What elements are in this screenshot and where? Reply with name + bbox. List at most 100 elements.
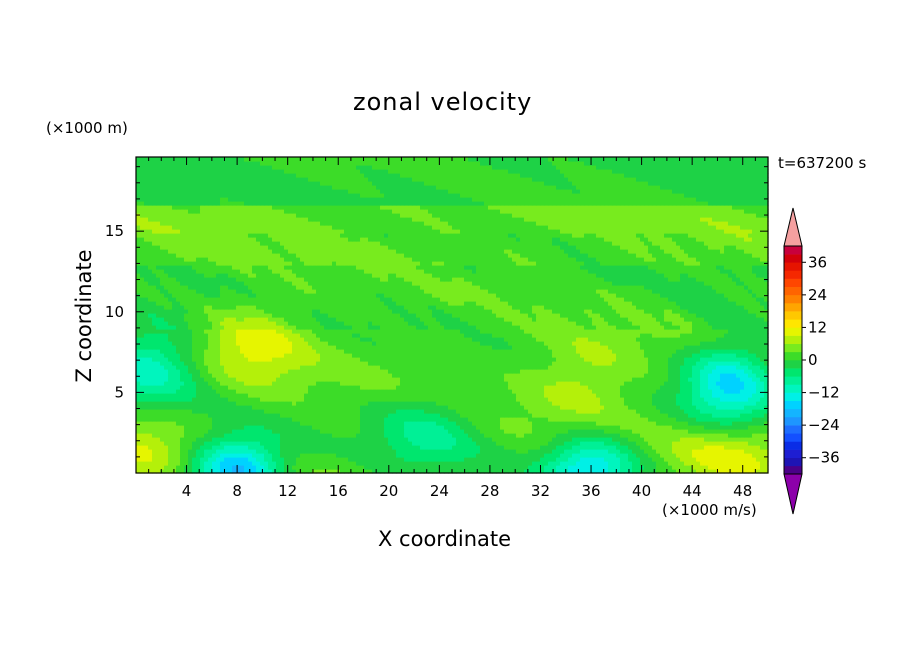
field-cell (396, 409, 401, 414)
field-cell (636, 409, 641, 414)
field-cell (716, 437, 721, 442)
field-cell (516, 401, 521, 406)
field-cell (192, 425, 197, 430)
field-cell (308, 389, 313, 394)
field-cell (412, 377, 417, 382)
field-cell (512, 437, 517, 442)
field-cell (584, 401, 589, 406)
field-cell (532, 369, 537, 374)
field-cell (524, 457, 529, 462)
field-cell (352, 369, 357, 374)
field-cell (660, 417, 665, 422)
field-cell (656, 449, 661, 454)
field-cell (224, 465, 229, 470)
field-cell (152, 357, 157, 362)
field-cell (588, 469, 593, 474)
field-cell (596, 409, 601, 414)
field-cell (632, 449, 637, 454)
field-cell (448, 461, 453, 466)
field-cell (600, 349, 605, 354)
field-cell (264, 465, 269, 470)
field-cell (276, 385, 281, 390)
field-cell (736, 445, 741, 450)
field-cell (348, 381, 353, 386)
field-cell (552, 453, 557, 458)
field-cell (648, 393, 653, 398)
field-cell (248, 373, 253, 378)
field-cell (600, 369, 605, 374)
field-cell (564, 357, 569, 362)
field-cell (440, 457, 445, 462)
field-cell (272, 433, 277, 438)
field-cell (480, 353, 485, 358)
field-cell (568, 357, 573, 362)
field-cell (528, 361, 533, 366)
field-cell (744, 433, 749, 438)
field-cell (692, 409, 697, 414)
field-cell (596, 381, 601, 386)
field-cell (360, 373, 365, 378)
field-cell (508, 377, 513, 382)
field-cell (236, 409, 241, 414)
field-cell (444, 349, 449, 354)
field-cell (332, 457, 337, 462)
field-cell (568, 433, 573, 438)
field-cell (708, 413, 713, 418)
field-cell (732, 401, 737, 406)
field-cell (716, 409, 721, 414)
field-cell (680, 457, 685, 462)
field-cell (156, 437, 161, 442)
field-cell (336, 457, 341, 462)
field-cell (220, 389, 225, 394)
field-cell (624, 361, 629, 366)
field-cell (588, 421, 593, 426)
field-cell (712, 365, 717, 370)
field-cell (188, 409, 193, 414)
field-cell (372, 417, 377, 422)
field-cell (228, 441, 233, 446)
field-cell (636, 417, 641, 422)
field-cell (476, 353, 481, 358)
field-cell (372, 421, 377, 426)
field-cell (216, 449, 221, 454)
field-cell (492, 433, 497, 438)
field-cell (344, 457, 349, 462)
field-cell (716, 393, 721, 398)
field-cell (428, 401, 433, 406)
field-cell (176, 405, 181, 410)
field-cell (232, 349, 237, 354)
field-cell (344, 357, 349, 362)
field-cell (396, 461, 401, 466)
field-cell (192, 397, 197, 402)
field-cell (296, 437, 301, 442)
field-cell (292, 425, 297, 430)
field-cell (316, 357, 321, 362)
field-cell (436, 461, 441, 466)
field-cell (384, 449, 389, 454)
field-cell (256, 417, 261, 422)
field-cell (248, 465, 253, 470)
field-cell (612, 417, 617, 422)
field-cell (732, 397, 737, 402)
field-cell (736, 425, 741, 430)
field-cell (296, 421, 301, 426)
field-cell (528, 453, 533, 458)
field-cell (716, 445, 721, 450)
field-cell (368, 353, 373, 358)
field-cell (612, 401, 617, 406)
field-cell (332, 397, 337, 402)
field-cell (304, 357, 309, 362)
field-cell (240, 405, 245, 410)
field-cell (760, 361, 765, 366)
field-cell (676, 413, 681, 418)
field-cell (724, 445, 729, 450)
field-cell (232, 409, 237, 414)
field-cell (584, 437, 589, 442)
field-cell (484, 401, 489, 406)
field-cell (548, 465, 553, 470)
field-cell (456, 449, 461, 454)
field-cell (604, 445, 609, 450)
field-cell (608, 401, 613, 406)
field-cell (264, 385, 269, 390)
field-cell (600, 421, 605, 426)
